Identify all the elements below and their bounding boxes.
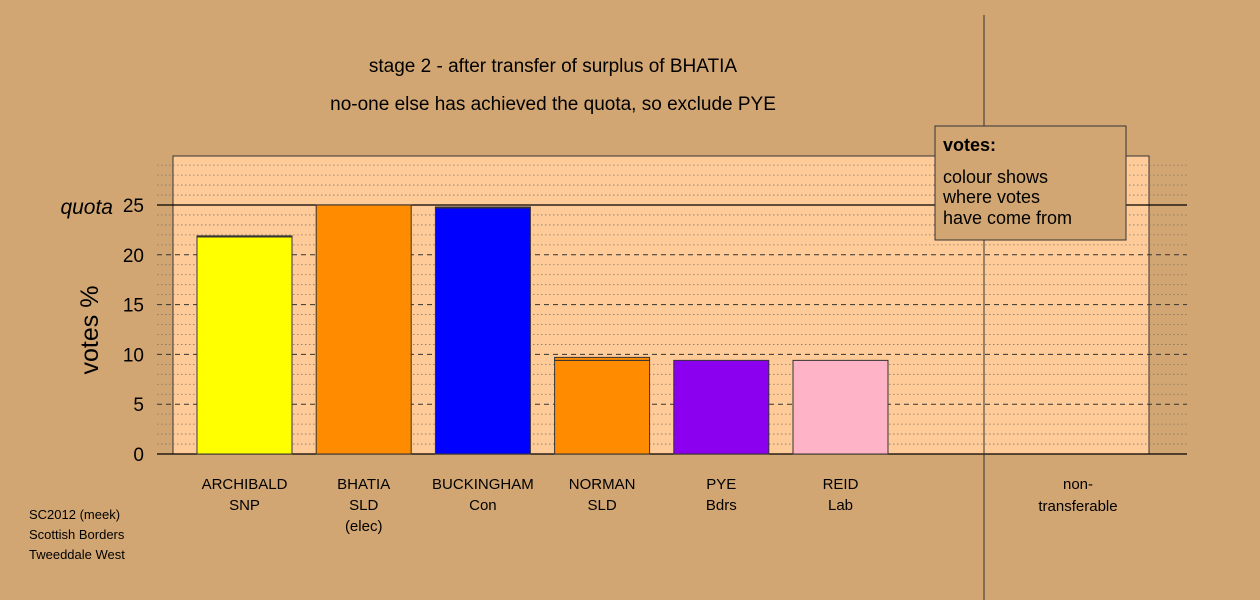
chart-subtitle: no-one else has achieved the quota, so e… [330,94,776,115]
legend-line-1: colour shows [943,167,1048,187]
footer-line-1: SC2012 (meek) [29,507,120,522]
chart-title: stage 2 - after transfer of surplus of B… [369,56,738,77]
legend-title: votes: [943,135,996,155]
legend-line-3: have come from [943,208,1072,228]
category-label: BUCKINGHAM [432,476,534,493]
bars [196,204,889,455]
bar-segment [554,356,651,361]
quota-label: quota [60,196,113,219]
y-tick-label: 20 [123,246,144,267]
category-label: BHATIA [337,476,390,493]
bar-bhatia [315,204,412,455]
bar-norman [554,356,651,455]
y-tick-label: 10 [123,345,144,366]
y-tick-label: 0 [133,445,144,466]
y-tick-label: 5 [133,395,144,416]
category-label: ARCHIBALD [202,476,288,493]
category-label: Bdrs [706,497,737,514]
footer-line-3: Tweeddale West [29,547,125,562]
legend-line-2: where votes [942,187,1040,207]
legend: votes: colour shows where votes have com… [934,125,1127,241]
category-label: (elec) [345,518,383,535]
bar-archibald [196,235,293,455]
bar-segment [196,235,293,238]
category-label: Lab [828,497,853,514]
bar-pye [673,359,770,455]
bar-buckingham [434,206,531,455]
category-label: NORMAN [569,476,636,493]
legend-box [934,125,1127,241]
nontransferable-label-line2: transferable [1038,498,1117,515]
bar-segment [792,359,889,455]
y-axis: 0 5 10 15 20 25 [123,196,144,466]
y-axis-label: votes % [76,286,104,375]
category-label: SNP [229,497,260,514]
footer-line-2: Scottish Borders [29,527,125,542]
category-label: REID [823,476,859,493]
category-label: SLD [588,497,617,514]
y-tick-label: 25 [123,196,144,217]
category-labels: ARCHIBALD SNP BHATIA SLD (elec) BUCKINGHAM Con… [202,476,859,535]
bar-segment [554,359,651,455]
category-label: Con [469,497,497,514]
bar-segment [434,206,531,209]
bar-segment [196,236,293,455]
bar-segment [673,359,770,455]
nontransferable-label-line1: non- [1063,476,1093,493]
category-label: SLD [349,497,378,514]
bar-reid [792,359,889,455]
bar-segment [434,207,531,455]
bar-segment [315,204,412,455]
category-label: PYE [706,476,736,493]
y-tick-label: 15 [123,296,144,317]
